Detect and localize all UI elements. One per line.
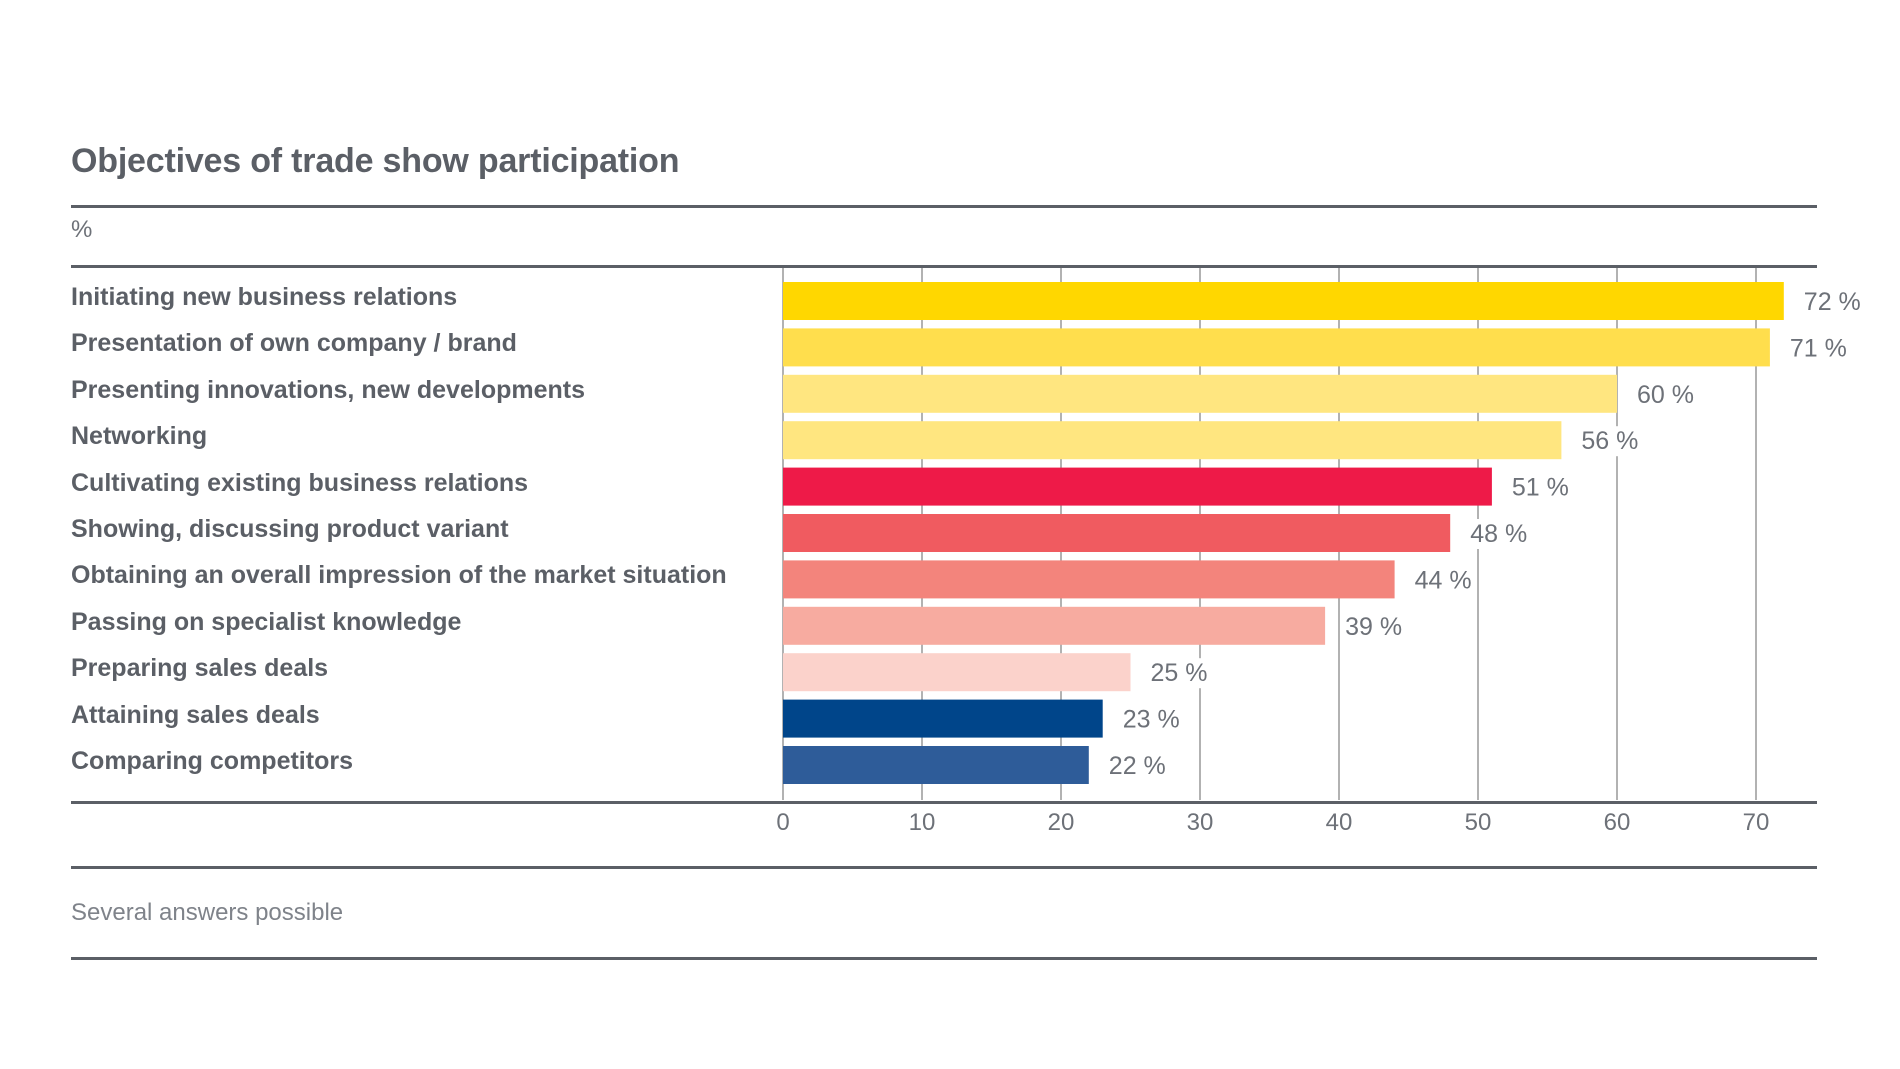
x-tick-label: 60	[1604, 809, 1631, 836]
x-axis-ticks: 0 10 20 30 40 50 60 70	[776, 809, 1769, 836]
category-label: Cultivating existing business relations	[71, 468, 529, 497]
bar	[783, 282, 1784, 320]
bar	[783, 328, 1770, 367]
bar	[783, 653, 1131, 692]
category-label: Attaining sales deals	[71, 700, 320, 729]
category-label: Passing on specialist knowledge	[71, 607, 462, 636]
category-label: Presenting innovations, new developments	[71, 375, 585, 404]
value-label: 51 %	[1512, 474, 1569, 502]
value-label-background	[1410, 565, 1476, 596]
category-label: Presentation of own company / brand	[71, 329, 517, 358]
header-rule	[71, 265, 1817, 268]
value-label-background	[1466, 519, 1532, 549]
value-label-background	[1507, 472, 1573, 503]
value-label-background	[1104, 751, 1170, 781]
category-label: Preparing sales deals	[71, 654, 329, 683]
bar	[783, 746, 1089, 784]
category-label: Comparing competitors	[71, 747, 353, 775]
category-label: Obtaining an overall impression of the m…	[71, 561, 727, 590]
value-label: 25 %	[1151, 659, 1208, 687]
x-tick-label: 50	[1465, 809, 1492, 836]
axis-rule	[71, 801, 1817, 804]
bar	[783, 606, 1326, 645]
footnote: Several answers possible	[71, 899, 344, 926]
value-labels: 72 % 71 % 60 % 56 % 51 % 48 % 44 % 39 % 25 % 23 %…	[1104, 287, 1865, 781]
value-label-background	[1785, 333, 1851, 364]
value-label: 22 %	[1109, 752, 1166, 780]
value-label: 72 %	[1804, 288, 1861, 316]
x-tick-label: 0	[776, 809, 789, 836]
value-label-background	[1146, 658, 1212, 689]
bar	[783, 560, 1395, 599]
unit-label: %	[71, 216, 93, 243]
x-tick-label: 30	[1187, 809, 1214, 836]
value-label-background	[1341, 611, 1407, 642]
x-tick-label: 20	[1048, 809, 1075, 836]
x-tick-label: 10	[909, 809, 936, 836]
category-label: Networking	[71, 422, 208, 451]
category-label: Showing, discussing product variant	[71, 515, 509, 543]
value-label: 44 %	[1415, 566, 1472, 594]
title-rule	[71, 205, 1817, 208]
bar	[783, 421, 1562, 460]
bar	[783, 514, 1451, 552]
value-label-background	[1633, 379, 1698, 410]
x-tick-label: 40	[1326, 809, 1353, 836]
bar	[783, 374, 1617, 413]
value-label: 23 %	[1123, 706, 1180, 734]
value-label: 56 %	[1581, 427, 1638, 455]
value-label: 71 %	[1790, 334, 1847, 362]
category-label: Initiating new business relations	[71, 283, 458, 311]
value-label: 48 %	[1470, 520, 1527, 548]
x-tick-label: 70	[1743, 809, 1770, 836]
chart-title: Objectives of trade show participation	[71, 142, 680, 180]
bar	[783, 699, 1103, 738]
value-label-background	[1577, 426, 1643, 457]
bar	[783, 467, 1492, 506]
footnote-bottom-rule	[71, 957, 1817, 960]
value-label: 60 %	[1637, 381, 1694, 409]
value-label-background	[1118, 704, 1184, 735]
value-label: 39 %	[1345, 613, 1402, 641]
value-label-background	[1799, 287, 1865, 317]
footnote-top-rule	[71, 866, 1817, 869]
bars	[783, 282, 1784, 784]
